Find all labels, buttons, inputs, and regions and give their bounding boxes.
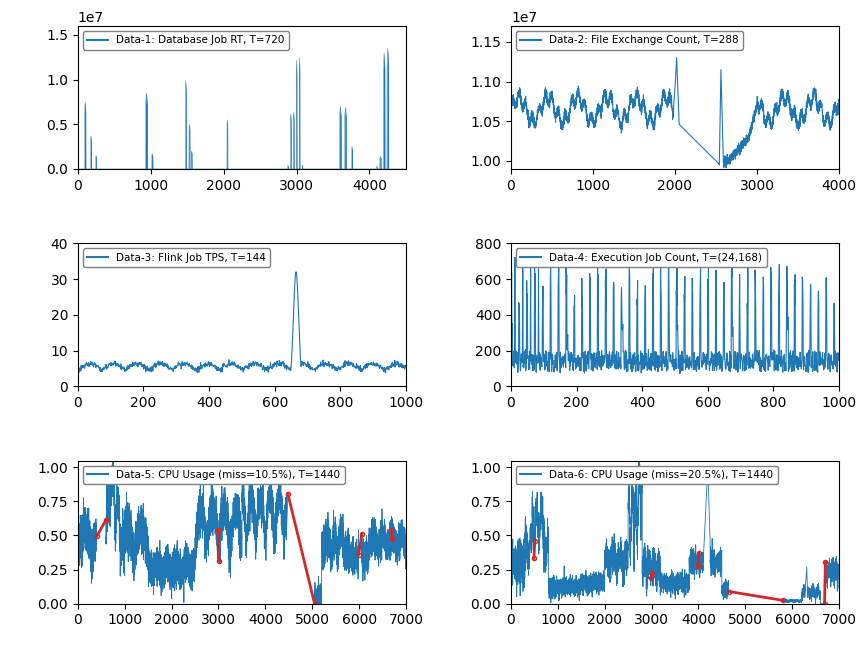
Legend: Data-1: Database Job RT, T=720: Data-1: Database Job RT, T=720 [83,31,289,49]
Legend: Data-3: Flink Job TPS, T=144: Data-3: Flink Job TPS, T=144 [83,249,271,267]
Legend: Data-2: File Exchange Count, T=288: Data-2: File Exchange Count, T=288 [516,31,743,49]
Legend: Data-6: CPU Usage (miss=20.5%), T=1440: Data-6: CPU Usage (miss=20.5%), T=1440 [516,466,778,484]
Legend: Data-5: CPU Usage (miss=10.5%), T=1440: Data-5: CPU Usage (miss=10.5%), T=1440 [83,466,344,484]
Legend: Data-4: Execution Job Count, T=(24,168): Data-4: Execution Job Count, T=(24,168) [516,249,766,267]
